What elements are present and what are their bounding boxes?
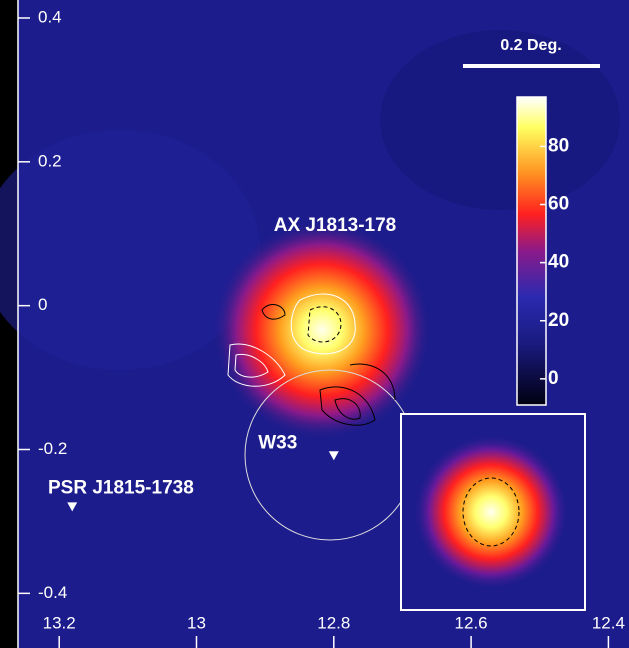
psf-blob <box>413 434 569 590</box>
y-tick-label: -0.2 <box>38 439 67 458</box>
x-tick-label: 12.6 <box>455 613 488 632</box>
chart: 0.2 Deg. AX J1813-178 13.2 13 12.8 12.6 12.4… <box>0 0 629 648</box>
colorbar-tick-label: 0 <box>548 368 559 389</box>
x-tick-label: 13 <box>187 613 206 632</box>
y-tick-label: 0 <box>38 295 47 314</box>
colorbar-tick-label: 80 <box>548 135 569 156</box>
y-tick-label: 0.2 <box>38 151 62 170</box>
source-label: AX J1813-178 <box>274 215 397 236</box>
x-tick-label: 12.8 <box>317 613 350 632</box>
map-texture <box>380 30 620 210</box>
scale-label: 0.2 Deg. <box>500 37 561 54</box>
colorbar-tick-label: 60 <box>548 194 569 215</box>
source-name: PSR J1815-1738 <box>48 477 194 498</box>
page: {"chart_data": {"type": "sky-map", "xlim… <box>0 0 629 648</box>
source-name: W33 <box>258 432 297 453</box>
colorbar-tick-label: 40 <box>548 252 569 273</box>
colorbar-tick-label: 20 <box>548 310 569 331</box>
x-tick-label: 12.4 <box>592 613 625 632</box>
x-tick-label: 13.2 <box>43 613 76 632</box>
y-tick-label: 0.4 <box>38 7 62 26</box>
y-tick-label: -0.4 <box>38 583 67 602</box>
colorbar <box>517 97 546 405</box>
